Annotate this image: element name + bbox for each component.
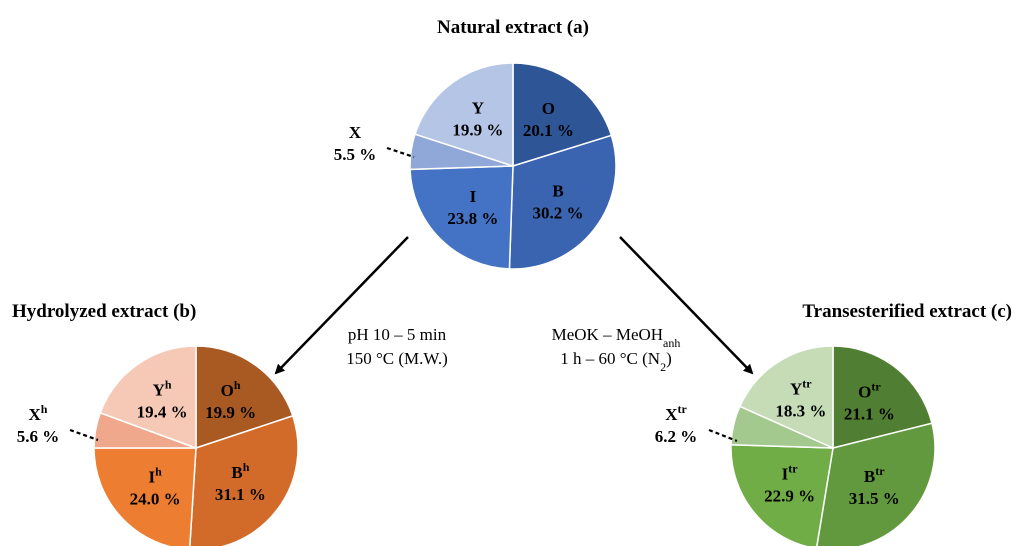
- slice-value-otr: 21.1 %: [844, 404, 895, 423]
- arrow-to-hydrolyzed: [274, 236, 409, 375]
- slice-btr: [816, 422, 936, 546]
- leader-line-xh: [69, 428, 99, 442]
- pie-transesterified: Otr 21.1 % Btr 31.5 % Itr 22.9 % Xtr 6.2 % Ytr 18…: [655, 345, 936, 546]
- arrow-to-transesterified: [619, 236, 754, 375]
- slice-o: [512, 62, 613, 168]
- slice-itr: [730, 444, 834, 546]
- slice-value-btr: 31.5 %: [849, 489, 900, 508]
- title-transesterified: Transesterified extract (c): [802, 301, 1012, 322]
- slice-name-b: B: [552, 181, 563, 200]
- slice-value-ih: 24.0 %: [130, 489, 181, 508]
- slice-name-yh: Yh: [153, 377, 172, 399]
- hydrolysis-condition-line2: 150 °C (M.W.): [346, 349, 448, 368]
- leader-line-xtr: [708, 428, 738, 443]
- slice-name-x: X: [349, 123, 362, 142]
- slice-oh: [195, 345, 294, 450]
- slice-value-x: 5.5 %: [334, 145, 377, 164]
- slice-y: [414, 62, 514, 168]
- slice-ytr: [738, 345, 834, 450]
- slice-name-otr: Otr: [858, 379, 881, 401]
- slice-name-ytr: Ytr: [790, 376, 812, 398]
- slice-value-b: 30.2 %: [533, 203, 584, 222]
- slice-value-xtr: 6.2 %: [655, 427, 698, 446]
- slice-yh: [99, 345, 197, 450]
- leader-line-x: [386, 146, 415, 159]
- slice-name-i: I: [470, 187, 477, 206]
- slice-name-xh: Xh: [29, 402, 48, 424]
- slice-value-ytr: 18.3 %: [775, 401, 826, 420]
- slice-name-itr: Itr: [782, 462, 799, 484]
- slice-i: [409, 165, 514, 270]
- slice-value-yh: 19.4 %: [137, 402, 188, 421]
- title-natural: Natural extract (a): [437, 17, 589, 38]
- slice-bh: [189, 414, 299, 546]
- slice-value-bh: 31.1 %: [215, 485, 266, 504]
- slice-b: [508, 134, 617, 270]
- transesterification-condition-line1: MeOK – MeOHanh: [552, 325, 681, 350]
- slice-value-y: 19.9 %: [452, 121, 503, 140]
- slice-name-oh: Oh: [221, 378, 241, 400]
- slice-value-itr: 22.9 %: [764, 487, 815, 506]
- slice-name-ih: Ih: [148, 464, 162, 486]
- slice-value-oh: 19.9 %: [205, 403, 256, 422]
- slice-name-xtr: Xtr: [665, 402, 687, 424]
- hydrolysis-condition-line1: pH 10 – 5 min: [348, 325, 447, 344]
- slice-name-o: O: [542, 99, 555, 118]
- title-hydrolyzed: Hydrolyzed extract (b): [12, 301, 196, 322]
- pie-natural: O 20.1 % B 30.2 % I 23.8 % X 5.5 % Y 19.9 %: [334, 62, 617, 270]
- slice-name-y: Y: [472, 99, 484, 118]
- pie-hydrolyzed: Oh 19.9 % Bh 31.1 % Ih 24.0 % Xh 5.6 % Yh 19.4 %: [17, 345, 299, 546]
- slice-value-xh: 5.6 %: [17, 427, 60, 446]
- transesterification-condition-line2: 1 h – 60 °C (N2): [560, 349, 672, 374]
- slice-value-o: 20.1 %: [523, 121, 574, 140]
- slice-name-btr: Btr: [864, 464, 885, 486]
- slice-value-i: 23.8 %: [447, 209, 498, 228]
- slice-otr: [832, 345, 933, 449]
- slice-name-bh: Bh: [231, 460, 249, 482]
- slice-ih: [93, 447, 197, 546]
